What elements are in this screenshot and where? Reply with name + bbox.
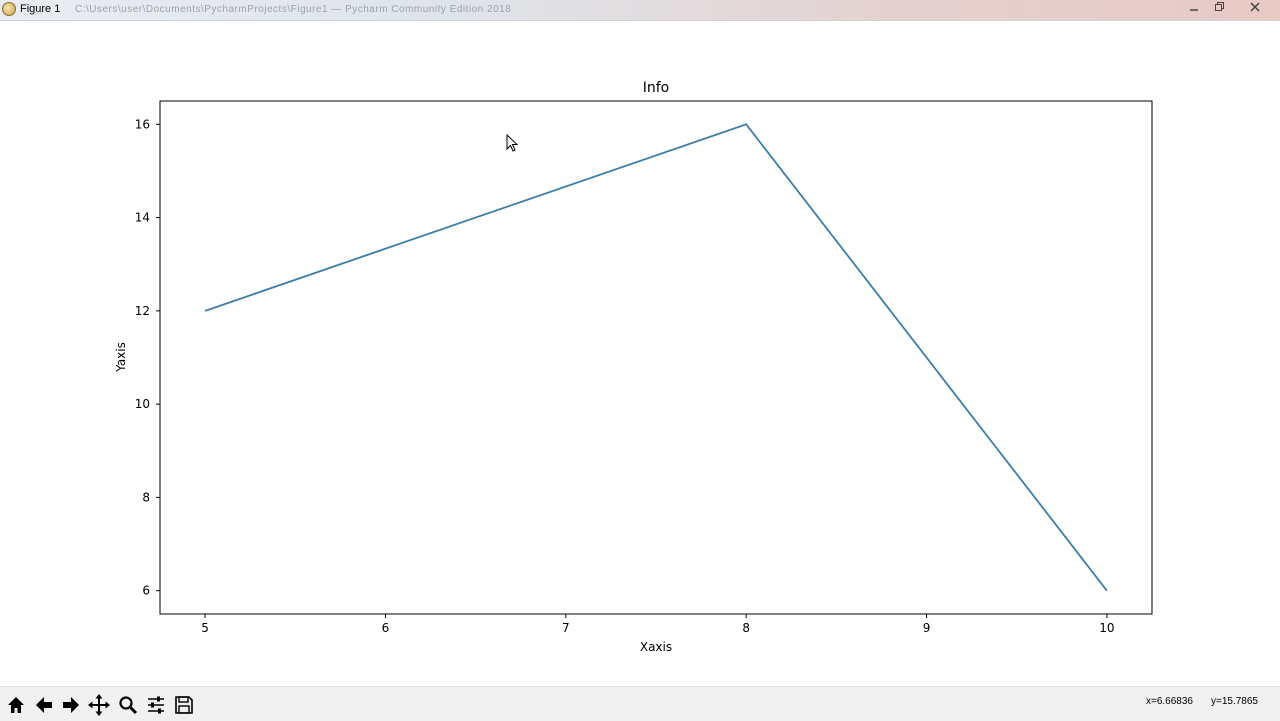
- window-title: Figure 1: [20, 3, 61, 15]
- back-button[interactable]: [32, 693, 56, 717]
- close-icon: [1250, 2, 1260, 12]
- app-icon: [2, 2, 16, 16]
- home-button[interactable]: [4, 693, 28, 717]
- plot-area: [159, 100, 1153, 615]
- restore-icon: [1215, 2, 1224, 11]
- zoom-icon: [119, 696, 138, 715]
- restore-button[interactable]: [1210, 2, 1228, 16]
- cursor-x-readout: x=6.66836: [1146, 696, 1193, 707]
- x-tick-label: 9: [923, 621, 931, 635]
- home-icon: [8, 697, 24, 713]
- x-tick-label: 8: [742, 621, 750, 635]
- close-button[interactable]: [1246, 2, 1264, 16]
- y-tick-label: 16: [135, 117, 150, 131]
- x-tick-label: 5: [201, 621, 209, 635]
- cursor-y-readout: y=15.7865: [1211, 696, 1258, 707]
- forward-button[interactable]: [59, 693, 83, 717]
- x-axis-label: Xaxis: [640, 640, 672, 654]
- pan-button[interactable]: [87, 693, 111, 717]
- y-tick-label: 14: [135, 211, 150, 225]
- y-tick-label: 12: [135, 304, 150, 318]
- x-tick-label: 7: [562, 621, 570, 635]
- forward-icon: [63, 697, 79, 713]
- configure-subplots-button[interactable]: [144, 693, 168, 717]
- window-title-bar[interactable]: Figure 1 C:\Users\user\Documents\Pycharm…: [0, 0, 1280, 21]
- window-path: C:\Users\user\Documents\PycharmProjects\…: [75, 4, 512, 15]
- zoom-button[interactable]: [116, 693, 140, 717]
- y-tick-label: 6: [142, 584, 150, 598]
- back-icon: [36, 697, 52, 713]
- mouse-cursor-icon: [506, 134, 519, 152]
- configure-subplots-icon: [148, 696, 164, 714]
- line-chart[interactable]: 5 6 7 8 9 10 6 8 10 12 14 16 Info Xaxis Yaxis: [0, 21, 1280, 685]
- minimize-icon: [1190, 9, 1198, 11]
- save-icon: [175, 696, 193, 714]
- chart-title: Info: [643, 80, 670, 96]
- x-tick-label: 10: [1099, 621, 1114, 635]
- y-axis-label: Yaxis: [114, 342, 128, 373]
- pan-icon: [88, 694, 110, 716]
- y-tick-label: 8: [142, 490, 150, 504]
- y-tick-label: 10: [135, 397, 150, 411]
- x-tick-label: 6: [382, 621, 390, 635]
- save-button[interactable]: [172, 693, 196, 717]
- navigation-toolbar: [0, 686, 1280, 721]
- series-line: [204, 123, 1108, 592]
- minimize-button[interactable]: [1185, 2, 1203, 16]
